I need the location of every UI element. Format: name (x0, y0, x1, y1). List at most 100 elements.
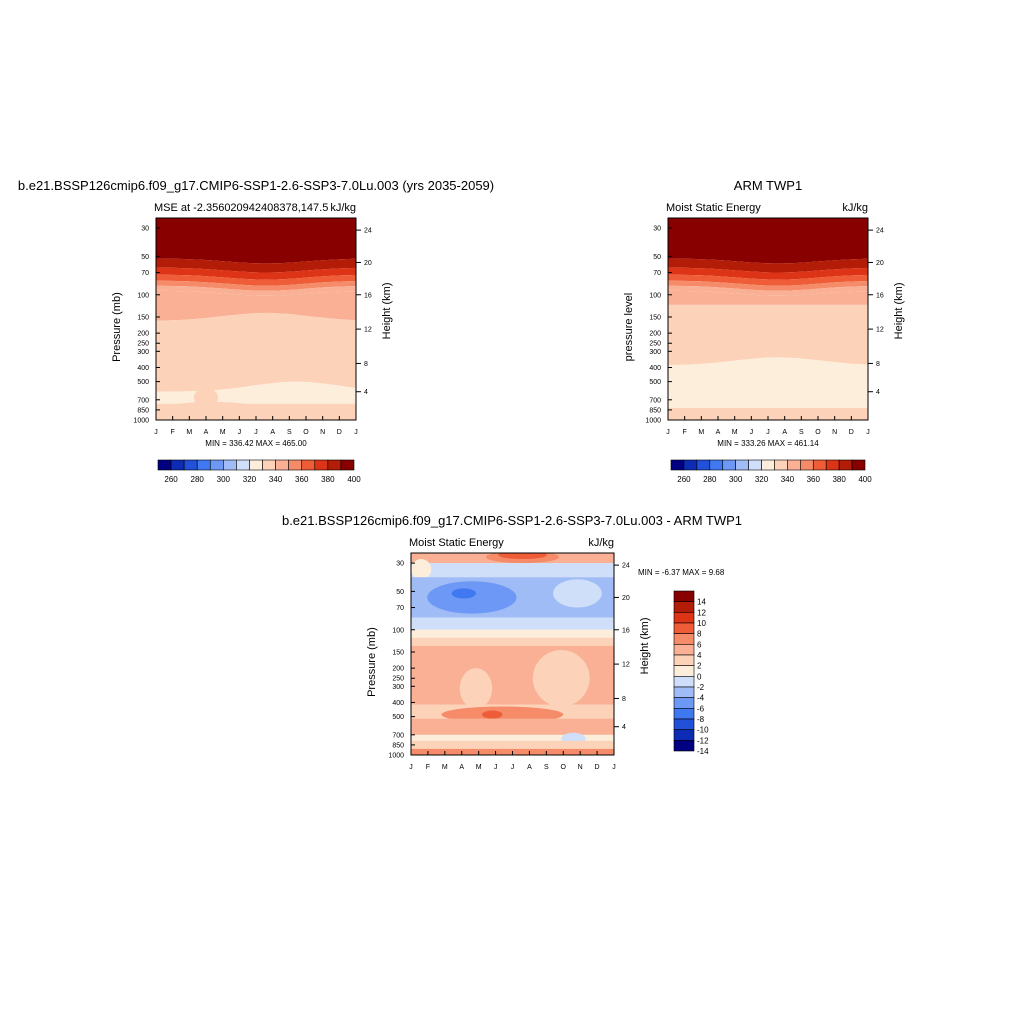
height-tick-label: 16 (364, 292, 372, 299)
y-axis-label: pressure level (623, 293, 635, 361)
colorbar-box (673, 612, 695, 624)
month-tick-label: N (578, 764, 583, 771)
y-axis-label-right: Height (km) (639, 617, 651, 674)
pressure-tick-label: 300 (137, 349, 149, 356)
colorbar-label: -12 (697, 736, 709, 745)
contour-fill (194, 387, 218, 408)
panel-title: ARM TWP1 (734, 178, 802, 193)
contour-fill (668, 218, 868, 264)
month-tick-label: J (511, 764, 515, 771)
month-tick-label: J (666, 429, 670, 436)
pressure-tick-label: 100 (392, 627, 404, 634)
contour-fill (411, 563, 614, 578)
pressure-tick-label: 400 (649, 365, 661, 372)
month-tick-label: A (270, 429, 275, 436)
contour-fill (411, 637, 614, 646)
colorbar-label: 4 (697, 651, 702, 660)
height-tick-label: 12 (364, 327, 372, 334)
pressure-tick-label: 300 (392, 684, 404, 691)
month-tick-label: O (303, 429, 309, 436)
month-tick-label: A (527, 764, 532, 771)
pressure-tick-label: 150 (392, 649, 404, 656)
colorbar-box (288, 459, 303, 471)
contour-fill (668, 258, 868, 273)
pressure-tick-label: 200 (137, 331, 149, 338)
pressure-tick-label: 700 (392, 732, 404, 739)
month-tick-label: N (320, 429, 325, 436)
left-string: Moist Static Energy (409, 537, 504, 549)
colorbar-label: 300 (217, 475, 231, 484)
month-tick-label: J (612, 764, 616, 771)
month-tick-label: F (426, 764, 430, 771)
pressure-tick-label: 100 (649, 292, 661, 299)
colorbar-box (673, 708, 695, 720)
colorbar-label: -14 (697, 747, 709, 756)
contour-fill (411, 718, 614, 735)
contour-fill (482, 710, 503, 719)
colorbar-label: 12 (697, 608, 706, 617)
month-tick-label: J (750, 429, 754, 436)
height-tick-label: 16 (876, 292, 884, 299)
contour-fill (411, 629, 614, 638)
colorbar-box (825, 459, 840, 471)
colorbar-label: 360 (295, 475, 309, 484)
month-tick-label: M (186, 429, 192, 436)
month-tick-label: F (171, 429, 175, 436)
colorbar-label: 380 (321, 475, 335, 484)
colorbar-label: 400 (347, 475, 361, 484)
panel-title: b.e21.BSSP126cmip6.f09_g17.CMIP6-SSP1-2.… (18, 178, 494, 193)
left-string: Moist Static Energy (666, 202, 761, 214)
contour-fill (553, 579, 602, 608)
contour-fill (156, 312, 356, 392)
pressure-tick-label: 250 (137, 341, 149, 348)
month-tick-label: F (683, 429, 687, 436)
pressure-tick-label: 850 (392, 742, 404, 749)
height-tick-label: 8 (622, 696, 626, 703)
pressure-tick-label: 70 (141, 270, 149, 277)
contour-fill (156, 285, 356, 296)
contour-fill (156, 258, 356, 273)
height-tick-label: 12 (876, 327, 884, 334)
colorbar-box (262, 459, 276, 471)
pressure-tick-label: 250 (392, 676, 404, 683)
month-tick-label: S (287, 429, 292, 436)
colorbar-box (673, 644, 695, 656)
colorbar-label: 8 (697, 630, 702, 639)
colorbar-box (670, 459, 685, 471)
month-tick-label: J (354, 429, 358, 436)
height-tick-label: 24 (364, 228, 372, 235)
colorbar-label: 260 (677, 475, 691, 484)
contour-fills (411, 553, 614, 755)
colorbar-label: 360 (807, 475, 821, 484)
colorbar-label: -10 (697, 726, 709, 735)
units-string: kJ/kg (330, 202, 356, 214)
colorbar-label: 0 (697, 672, 702, 681)
colorbar-box (722, 459, 736, 471)
pressure-tick-label: 1000 (388, 753, 404, 760)
colorbar-label: 260 (164, 475, 178, 484)
pressure-tick-label: 50 (396, 589, 404, 596)
month-tick-label: D (337, 429, 342, 436)
colorbar-box (673, 601, 695, 613)
colorbar-label: 300 (729, 475, 743, 484)
colorbar-label: 280 (703, 475, 717, 484)
pressure-tick-label: 700 (137, 397, 149, 404)
panel-diff: b.e21.BSSP126cmip6.f09_g17.CMIP6-SSP1-2.… (282, 513, 742, 771)
contour-fill (459, 668, 493, 709)
min-max-text: MIN = -6.37 MAX = 9.68 (638, 568, 725, 577)
colorbar-label: 320 (243, 475, 257, 484)
contour-fill (162, 401, 262, 418)
contour-fill (156, 290, 356, 321)
contour-fill (668, 285, 868, 296)
month-tick-label: M (698, 429, 704, 436)
pressure-tick-label: 1000 (645, 418, 661, 425)
pressure-tick-label: 150 (649, 314, 661, 321)
pressure-tick-label: 500 (137, 379, 149, 386)
month-tick-label: M (220, 429, 226, 436)
units-string: kJ/kg (842, 202, 868, 214)
height-tick-label: 16 (622, 627, 630, 634)
colorbar-box (673, 718, 695, 730)
month-tick-label: S (544, 764, 549, 771)
